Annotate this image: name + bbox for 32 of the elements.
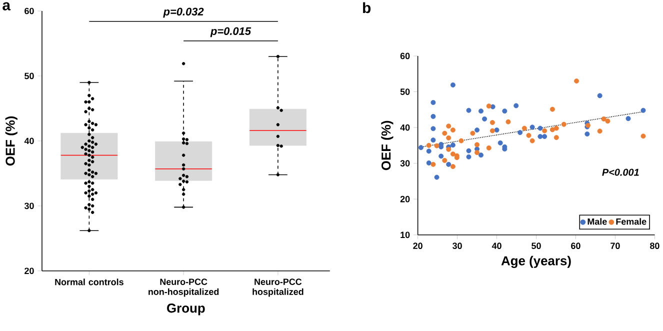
x-tick-label: 70 <box>610 242 620 250</box>
x-tick-label: 60 <box>571 242 580 250</box>
x-tick-label: Neuro-PCC non-hospitalized <box>148 278 219 297</box>
y-tick-label: 20 <box>400 196 410 202</box>
y-tick-label: 50 <box>24 72 34 80</box>
y-tick-label: 30 <box>24 202 34 210</box>
x-axis-title: Group <box>167 304 205 316</box>
y-tick-label: 10 <box>400 232 410 238</box>
chart-title: a <box>2 2 11 10</box>
x-tick-label: Neuro-PCC hospitalized <box>252 278 304 297</box>
annotation: P<0.001 <box>602 168 639 176</box>
legend-label: Female <box>616 218 646 225</box>
y-tick-label: 60 <box>24 8 34 14</box>
annotation: p=0.015 <box>210 27 252 38</box>
x-axis-title: Age (years) <box>501 256 571 268</box>
y-tick-label: 20 <box>24 268 34 274</box>
y-axis-title: OEF (%) <box>381 120 394 170</box>
y-tick-label: 60 <box>400 52 410 60</box>
y-tick-label: 50 <box>400 88 410 96</box>
y-tick-label: 30 <box>400 160 410 167</box>
legend-label: Male <box>588 218 607 225</box>
x-tick-label: 30 <box>452 242 462 250</box>
x-tick-label: 50 <box>532 242 541 250</box>
y-tick-label: 40 <box>400 124 410 131</box>
chart-title: b <box>363 2 371 14</box>
y-tick-label: 40 <box>24 138 34 144</box>
y-axis-title: OEF (%) <box>5 116 18 166</box>
annotation: p=0.032 <box>163 8 204 18</box>
x-tick-label: 80 <box>650 242 660 250</box>
x-tick-label: Normal controls <box>55 278 124 286</box>
x-tick-label: 20 <box>413 242 422 250</box>
x-tick-label: 40 <box>492 242 502 250</box>
